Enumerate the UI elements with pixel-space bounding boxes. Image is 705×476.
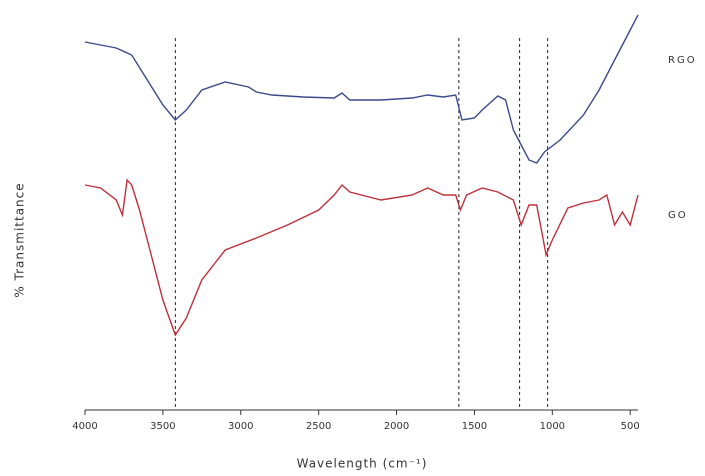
x-tick-label: 3000: [228, 421, 253, 432]
x-tick-label: 3500: [150, 421, 175, 432]
x-tick-label: 1000: [540, 421, 565, 432]
y-axis-label: % Transmittance: [13, 182, 27, 297]
series-line: [84, 14, 639, 164]
x-tick-label: 2500: [306, 421, 331, 432]
x-tick-label: 1500: [462, 421, 487, 432]
x-tick-label: 4000: [72, 421, 97, 432]
series-label: RGO: [668, 55, 697, 66]
x-tick-label: 500: [621, 421, 640, 432]
x-tick-label: 2000: [384, 421, 409, 432]
series-line: [84, 178, 639, 337]
series-label: GO: [668, 210, 688, 221]
x-axis-label: Wavelength (cm⁻¹): [297, 457, 428, 471]
